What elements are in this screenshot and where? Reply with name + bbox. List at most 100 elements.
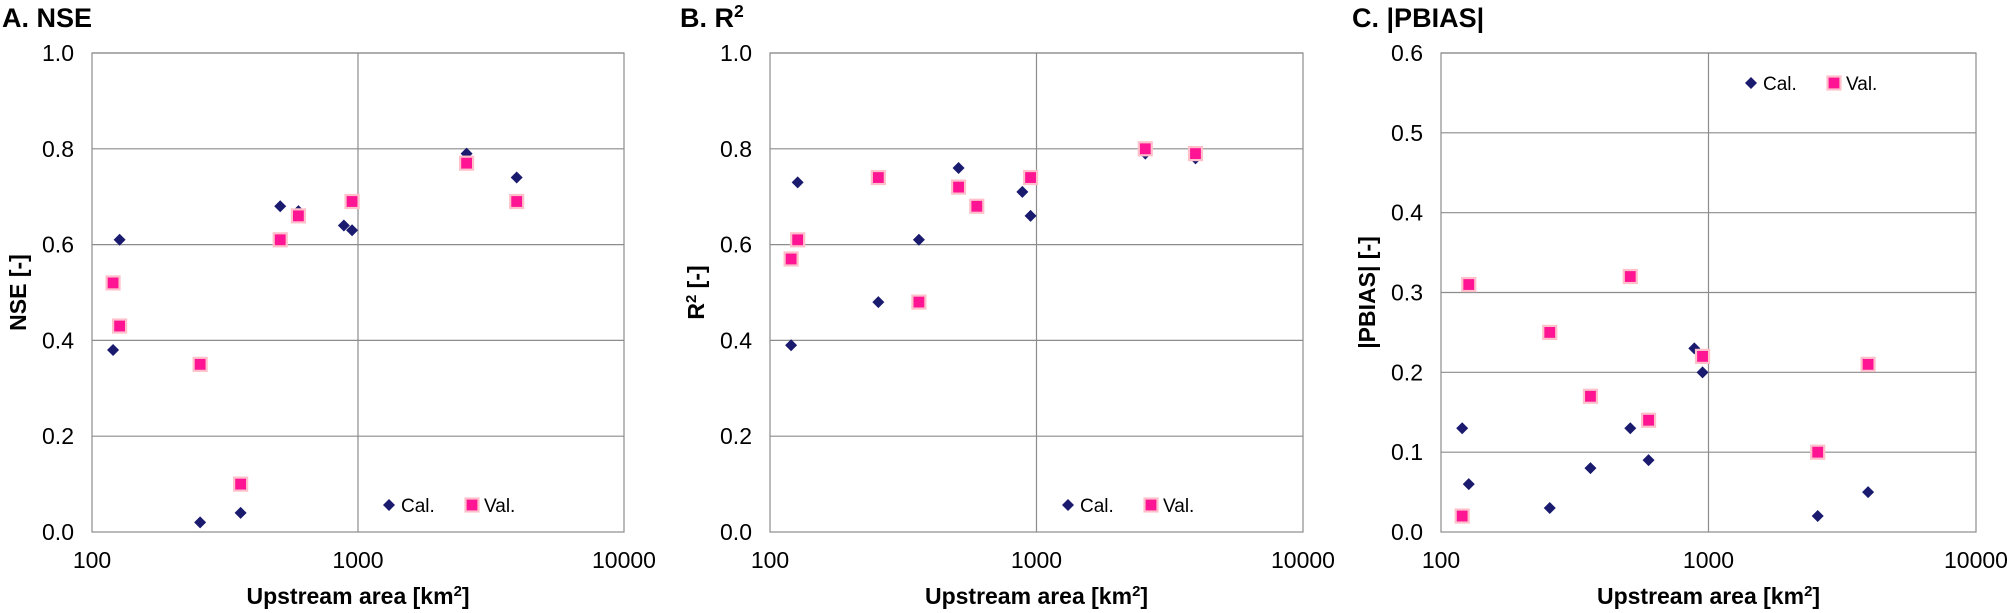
cal-point xyxy=(337,219,350,232)
val-point xyxy=(1860,356,1876,372)
val-point xyxy=(1640,412,1657,428)
legend-cal-label: Cal. xyxy=(1763,74,1797,95)
y-axis-label: NSE [-] xyxy=(5,254,31,331)
legend: Cal. Val. xyxy=(383,496,515,517)
cal-point xyxy=(107,343,120,356)
val-point xyxy=(911,294,927,310)
x-tick-label: 1000 xyxy=(1683,547,1734,573)
y-tick-label: 0.2 xyxy=(1391,359,1423,385)
val-point xyxy=(1187,145,1204,162)
panel-a: A. NSE 0.0 0.2 0.4 0.6 0.8 1.0 100 1000 10000 Upst… xyxy=(2,3,656,609)
x-tick-label: 100 xyxy=(73,547,111,573)
val-point xyxy=(272,232,288,248)
cal-point xyxy=(785,339,798,352)
series-val xyxy=(783,141,1204,310)
cal-point xyxy=(113,233,126,246)
val-point xyxy=(1694,348,1711,364)
y-tick-label: 0.4 xyxy=(1391,200,1423,226)
cal-point xyxy=(1811,510,1824,523)
series-val xyxy=(105,155,525,492)
panel-title: C. |PBIAS| xyxy=(1352,3,1484,33)
cal-point xyxy=(510,171,523,184)
y-tick-label: 0.6 xyxy=(1391,40,1423,66)
legend-val-marker xyxy=(1826,75,1842,91)
legend-val-marker xyxy=(1143,497,1159,513)
panel-b: B. R2 0.0 0.2 0.4 0.6 0.8 1.0 100 1000 10000 Upstr… xyxy=(680,1,1335,609)
x-axis-label: Upstream area [km2] xyxy=(246,583,469,610)
legend-cal-marker xyxy=(1062,499,1074,511)
y-tick-label: 0.0 xyxy=(1391,519,1423,545)
val-point xyxy=(1622,268,1638,285)
val-point xyxy=(1542,324,1558,341)
plot-frame xyxy=(769,52,1304,533)
legend: Cal. Val. xyxy=(1745,74,1877,95)
y-tick-label: 0.2 xyxy=(42,423,74,449)
y-tick-label: 0.8 xyxy=(42,136,74,162)
val-point xyxy=(783,251,799,267)
cal-point xyxy=(1462,478,1475,491)
cal-point xyxy=(274,200,287,213)
x-tick-label: 10000 xyxy=(1271,547,1335,573)
val-point xyxy=(1137,141,1153,157)
val-point xyxy=(969,198,985,214)
y-tick-label: 0.0 xyxy=(720,519,752,545)
cal-point xyxy=(1016,185,1029,198)
legend-cal-marker xyxy=(383,499,395,511)
val-point xyxy=(233,476,249,492)
cal-point xyxy=(1456,422,1469,435)
y-axis-label: R2 [-] xyxy=(683,265,710,319)
panel-c: C. |PBIAS| 0.0 0.1 0.2 0.3 0.4 0.5 0.6 100 1000 10… xyxy=(1352,3,2007,609)
y-tick-label: 0.4 xyxy=(720,327,752,353)
cal-point xyxy=(1642,454,1655,467)
val-point xyxy=(509,193,525,210)
x-axis-label: Upstream area [km2] xyxy=(1597,583,1820,610)
val-point xyxy=(112,318,128,334)
val-point xyxy=(790,232,806,248)
y-axis-label: |PBIAS| [-] xyxy=(1354,236,1380,349)
panel-title: A. NSE xyxy=(2,3,92,33)
legend-val-label: Val. xyxy=(1163,496,1194,517)
y-tick-label: 1.0 xyxy=(720,40,752,66)
legend-cal-marker xyxy=(1745,77,1757,89)
legend-cal-label: Cal. xyxy=(401,496,435,517)
legend-cal-label: Cal. xyxy=(1080,496,1114,517)
cal-point xyxy=(346,224,359,237)
cal-point xyxy=(1696,366,1709,379)
cal-point xyxy=(912,233,925,246)
plot-frame xyxy=(91,52,625,533)
cal-point xyxy=(194,516,207,529)
series-cal xyxy=(107,147,523,529)
y-tick-label: 0.3 xyxy=(1391,280,1423,306)
y-tick-label: 1.0 xyxy=(42,40,74,66)
x-axis-label: Upstream area [km2] xyxy=(925,583,1148,610)
val-point xyxy=(1461,276,1477,293)
val-point xyxy=(1022,169,1039,186)
cal-point xyxy=(1543,502,1556,515)
cal-point xyxy=(1624,422,1637,435)
legend-val-marker xyxy=(464,497,480,513)
x-tick-label: 100 xyxy=(751,547,789,573)
cal-point xyxy=(791,176,804,189)
val-point xyxy=(105,275,121,291)
legend-val-label: Val. xyxy=(1846,74,1877,95)
legend: Cal. Val. xyxy=(1062,496,1194,517)
cal-point xyxy=(1862,486,1875,499)
val-point xyxy=(1582,388,1599,404)
cal-point xyxy=(1024,209,1037,222)
x-tick-label: 1000 xyxy=(332,547,383,573)
y-tick-label: 0.5 xyxy=(1391,120,1423,146)
x-tick-label: 100 xyxy=(1422,547,1460,573)
series-cal xyxy=(785,147,1202,352)
val-point xyxy=(344,193,360,210)
x-tick-label: 10000 xyxy=(592,547,656,573)
y-tick-label: 0.4 xyxy=(42,327,74,353)
cal-point xyxy=(1584,462,1597,475)
cal-point xyxy=(234,506,247,519)
y-tick-label: 0.8 xyxy=(720,136,752,162)
y-tick-label: 0.1 xyxy=(1391,439,1423,465)
val-point xyxy=(290,208,307,224)
val-point xyxy=(1454,508,1470,524)
x-tick-label: 1000 xyxy=(1011,547,1062,573)
cal-point xyxy=(872,296,885,309)
